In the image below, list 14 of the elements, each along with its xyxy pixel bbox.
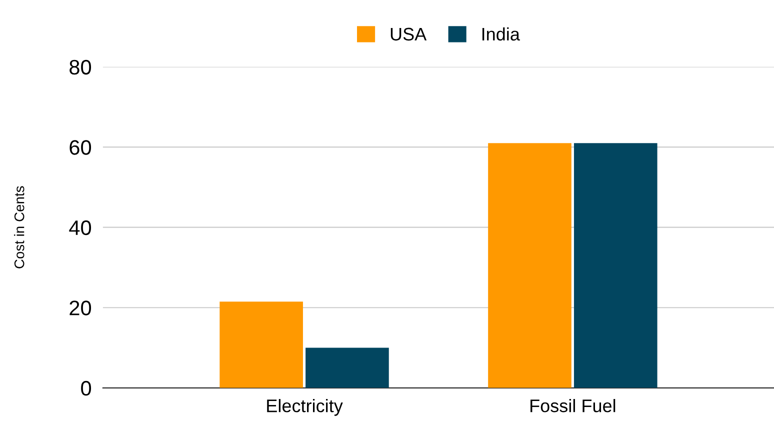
- legend-label: USA: [390, 28, 427, 41]
- y-tick-label: 20: [70, 300, 92, 316]
- bar: [574, 143, 658, 388]
- y-axis-title: Cost in Cents: [14, 186, 24, 268]
- x-tick-label: Electricity: [267, 399, 343, 416]
- x-tick-label: Fossil Fuel: [530, 399, 616, 412]
- bar: [306, 348, 389, 388]
- y-tick-label: 0: [81, 380, 92, 396]
- y-tick-label: 40: [69, 220, 92, 236]
- bar: [488, 143, 572, 388]
- bar: [220, 302, 303, 388]
- legend-label: India: [482, 27, 520, 41]
- y-tick-label: 60: [70, 140, 92, 155]
- y-tick-label: 80: [70, 60, 92, 75]
